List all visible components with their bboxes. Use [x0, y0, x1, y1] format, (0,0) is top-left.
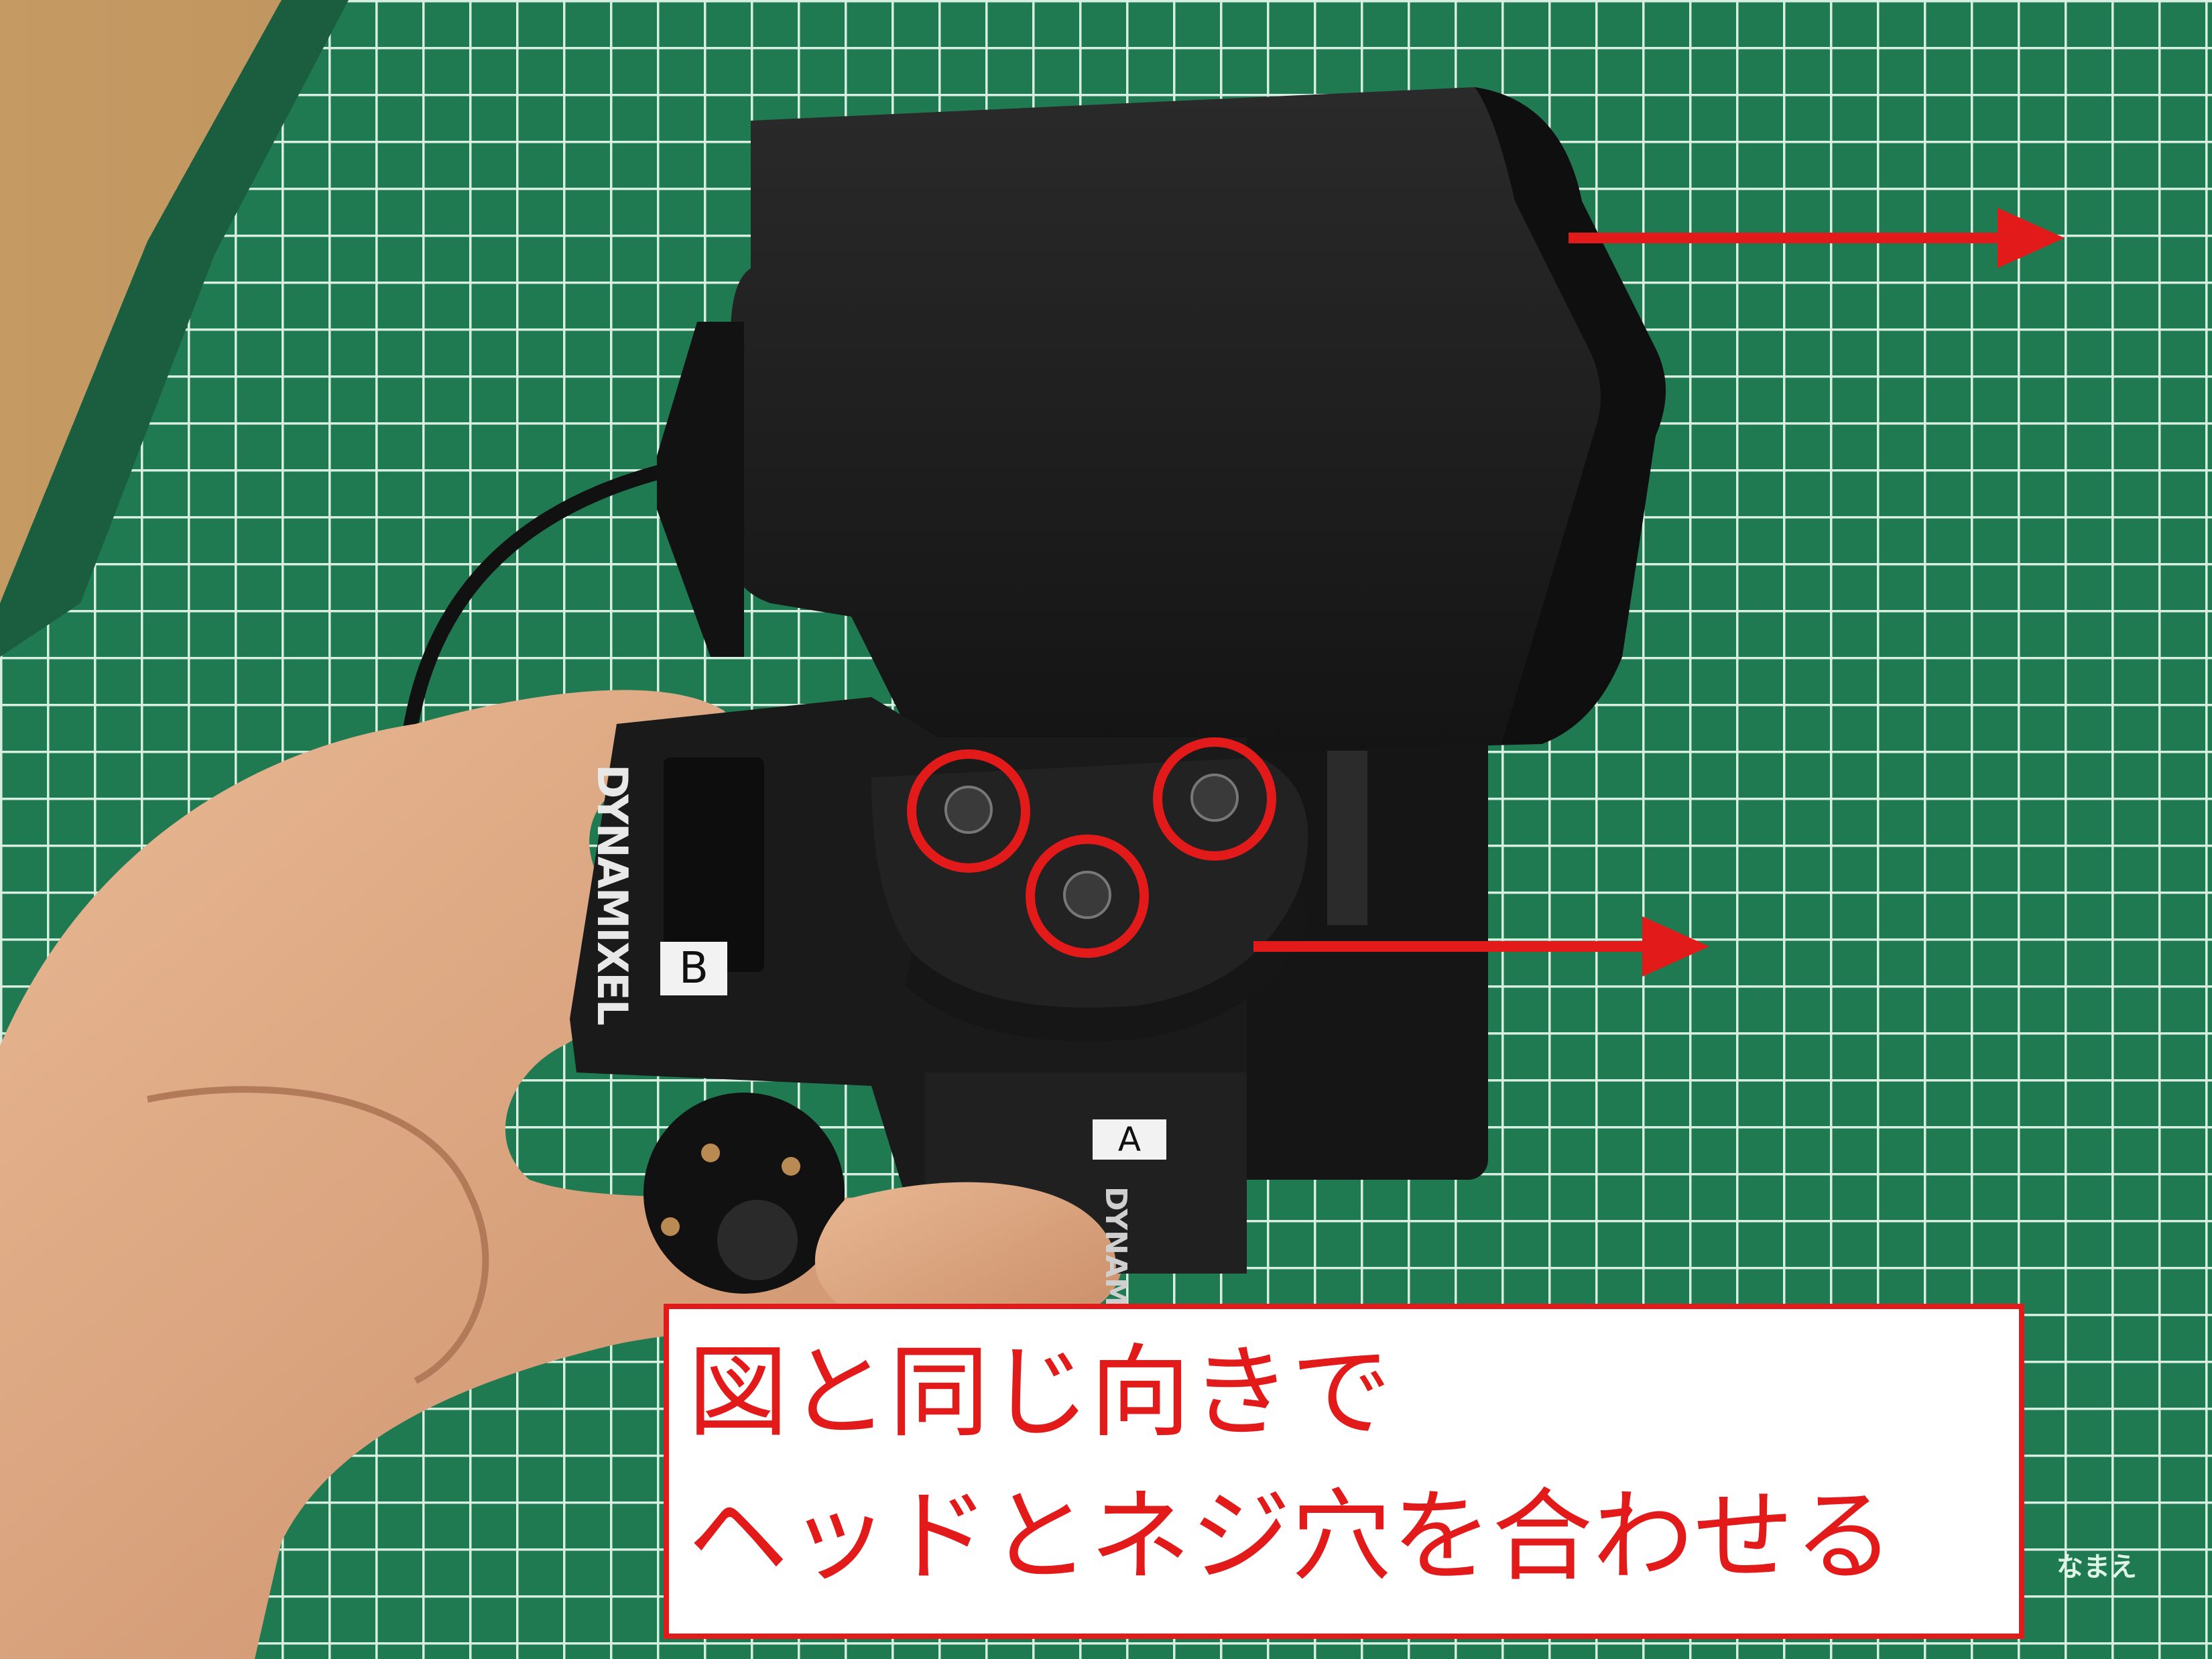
- servo-b-tag: B: [660, 942, 727, 995]
- caption-line-1: 図と同じ向きで: [688, 1335, 1392, 1451]
- servo-brand-text: DYNAMIXEL: [588, 764, 637, 1025]
- arrow-upper: [1569, 208, 2065, 268]
- horn-bolt: [782, 1157, 800, 1176]
- servo-b-label-plate: [664, 757, 764, 972]
- instruction-caption: 図と同じ向きで ヘッドとネジ穴を合わせる: [664, 1304, 2024, 1639]
- thumb: [814, 1182, 1116, 1335]
- horn-bolt: [661, 1217, 680, 1236]
- mat-name-label: なまえ: [2056, 1552, 2137, 1583]
- highlight-circle-2: [1153, 737, 1276, 861]
- servo-a-tag: A: [1093, 1119, 1166, 1160]
- shell-bracket: [657, 322, 744, 657]
- screw-2: [1190, 774, 1239, 822]
- head-shell: [731, 87, 1666, 751]
- servo-horn-center: [717, 1200, 798, 1280]
- caption-line-2: ヘッドとネジ穴を合わせる: [688, 1479, 1895, 1595]
- mat-border: [0, 0, 349, 657]
- highlight-circle-3: [1026, 835, 1149, 958]
- head-mount-plate-edge: [905, 885, 1307, 1042]
- highlight-circle-1: [907, 749, 1030, 873]
- screw-1: [944, 786, 993, 834]
- rear-servo-vent: [1327, 751, 1367, 925]
- screw-3: [1063, 871, 1111, 919]
- hand: [0, 690, 1122, 1659]
- horn-bolt: [701, 1144, 720, 1162]
- arrow-lower: [1253, 916, 1709, 977]
- head-shell-side: [1475, 87, 1666, 744]
- cable: [402, 462, 672, 739]
- hand-crease: [147, 1086, 489, 1384]
